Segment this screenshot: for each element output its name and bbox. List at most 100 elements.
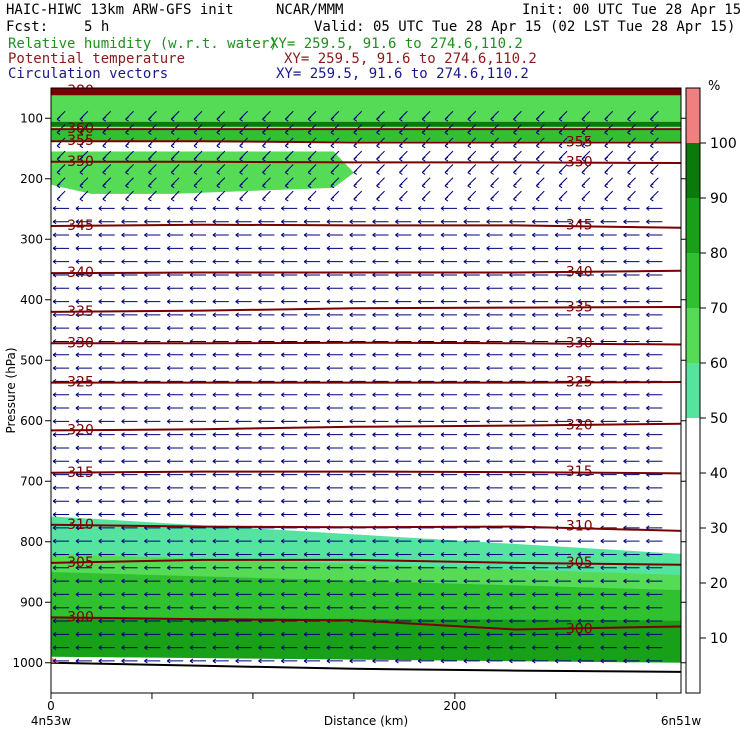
wind-vector <box>509 578 526 584</box>
wind-vector <box>170 110 180 122</box>
wind-vector <box>258 219 275 225</box>
wind-vector <box>417 538 435 544</box>
wind-vector <box>280 219 298 225</box>
wind-vector <box>52 299 70 304</box>
wind-vector <box>531 418 549 424</box>
wind-vector <box>417 232 435 238</box>
wind-vector <box>258 232 275 238</box>
wind-vector <box>600 645 617 651</box>
wind-vector <box>531 432 549 438</box>
wind-vector <box>372 232 389 238</box>
valid-time: Valid: 05 UTC Tue 28 Apr 15 (02 LST Tue … <box>314 19 736 35</box>
wind-vector <box>303 552 321 557</box>
wind-vector <box>235 472 252 478</box>
wind-vector <box>235 299 252 304</box>
isentrope-label-300: 300 <box>67 609 94 625</box>
wind-vector <box>463 552 480 557</box>
isentrope-label-320-right: 320 <box>566 418 593 434</box>
wind-vector <box>280 392 298 398</box>
wind-vector <box>144 325 161 331</box>
wind-vector <box>166 578 184 584</box>
wind-vector <box>623 365 640 371</box>
wind-vector <box>440 472 457 478</box>
wind-vector <box>52 392 70 398</box>
wind-vector <box>486 205 503 211</box>
wind-vector <box>486 552 503 557</box>
wind-vector <box>330 150 340 162</box>
wind-vector <box>646 485 663 491</box>
y-tick-label: 500 <box>20 353 43 367</box>
wind-vector <box>280 552 298 557</box>
wind-vector <box>52 605 70 611</box>
isentrope-label-335: 335 <box>67 304 94 320</box>
wind-vector <box>554 618 572 624</box>
wind-vector <box>417 365 435 371</box>
wind-vector <box>554 578 572 584</box>
wind-vector <box>280 418 298 424</box>
wind-vector <box>417 312 435 318</box>
wind-vector <box>372 352 389 358</box>
wind-vector <box>102 177 112 189</box>
wind-vector <box>440 285 457 291</box>
wind-vector <box>212 259 229 265</box>
wind-vector <box>166 432 184 438</box>
wind-vector <box>121 485 138 491</box>
wind-vector <box>623 259 640 265</box>
wind-vector <box>646 498 663 504</box>
wind-vector <box>486 365 503 371</box>
wind-vector <box>121 591 138 597</box>
wind-vector <box>531 245 549 251</box>
wind-vector <box>349 591 366 597</box>
wind-vector <box>75 205 92 211</box>
wind-vector <box>577 405 594 411</box>
wind-vector <box>531 352 549 358</box>
wind-vector <box>166 472 184 478</box>
wind-vector <box>353 164 363 175</box>
wind-vector <box>212 445 229 451</box>
wind-vector <box>577 205 594 211</box>
wind-vector <box>280 498 298 504</box>
wind-vector <box>212 538 229 544</box>
wind-vector <box>486 418 503 424</box>
wind-vector <box>531 552 549 557</box>
wind-vector <box>463 458 480 464</box>
wind-vector <box>330 110 340 122</box>
wind-vector <box>98 645 115 651</box>
wind-vector <box>212 285 229 291</box>
wind-vector <box>349 365 366 371</box>
wind-vector <box>235 552 252 557</box>
wind-vector <box>440 245 457 251</box>
wind-vector <box>440 325 457 331</box>
wind-vector <box>75 565 92 571</box>
wind-vector <box>170 164 180 175</box>
wind-vector <box>303 299 321 304</box>
wind-vector <box>577 458 594 464</box>
wind-vector <box>349 432 366 438</box>
wind-vector <box>440 365 457 371</box>
wind-vector <box>600 458 617 464</box>
wind-vector <box>395 325 412 331</box>
wind-vector <box>531 259 549 265</box>
wind-vector <box>189 219 206 225</box>
wind-vector <box>463 312 480 318</box>
isentrope-label-350: 350 <box>67 154 94 170</box>
wind-vector <box>372 432 389 438</box>
wind-vector <box>440 512 457 517</box>
wind-vector <box>52 259 70 265</box>
wind-vector <box>554 498 572 504</box>
wind-vector <box>52 365 70 371</box>
wind-vector <box>189 605 206 611</box>
wind-vector <box>121 259 138 265</box>
wind-vector <box>463 365 480 371</box>
wind-vector <box>144 512 161 517</box>
wind-vector <box>98 285 115 291</box>
wind-vector <box>75 365 92 371</box>
wind-vector <box>395 565 412 571</box>
wind-vector <box>554 458 572 464</box>
wind-vector <box>440 565 457 571</box>
wind-vector <box>600 205 617 211</box>
wind-vector <box>486 498 503 504</box>
wind-vector <box>189 565 206 571</box>
wind-vector <box>303 645 321 651</box>
wind-vector <box>600 232 617 238</box>
